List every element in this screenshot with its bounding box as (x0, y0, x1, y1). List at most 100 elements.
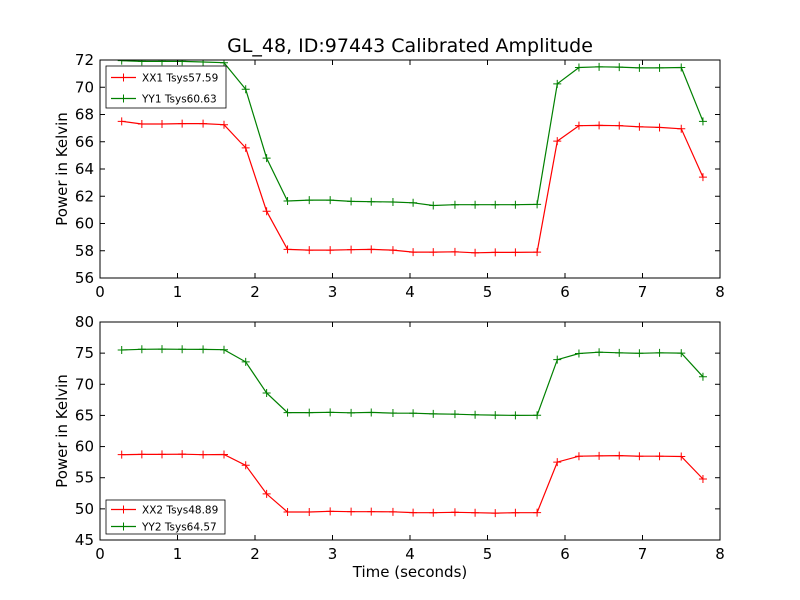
data-point-marker (533, 508, 542, 517)
data-point-marker (326, 246, 335, 255)
legend: XX2 Tsys48.89 YY2 Tsys64.57 (105, 499, 226, 535)
legend-swatch-marker (119, 94, 128, 103)
data-point-marker (117, 117, 126, 126)
data-point-marker (491, 509, 500, 518)
legend-box (105, 499, 226, 535)
data-point-marker (491, 248, 500, 257)
data-point-marker (117, 346, 126, 355)
data-point-marker (199, 345, 208, 354)
data-point-marker (655, 123, 664, 132)
data-point-marker (241, 357, 250, 366)
data-point-marker (615, 63, 624, 72)
data-point-marker (388, 507, 397, 516)
data-point-marker (262, 489, 271, 498)
x-tick-label: 8 (715, 545, 725, 563)
x-tick-label: 7 (638, 283, 648, 301)
x-tick-label: 2 (250, 545, 260, 563)
data-point-marker (305, 246, 314, 255)
data-point-marker (471, 410, 480, 419)
x-tick-label: 6 (560, 283, 570, 301)
data-point-marker (635, 349, 644, 358)
data-point-marker (347, 408, 356, 417)
data-point-marker (388, 197, 397, 206)
x-tick-label: 4 (405, 545, 415, 563)
data-point-marker (491, 411, 500, 420)
data-point-marker (241, 461, 250, 470)
data-point-marker (450, 247, 459, 256)
data-point-marker (429, 201, 438, 210)
data-point-marker (199, 60, 208, 67)
data-point-marker (388, 246, 397, 255)
data-point-marker (471, 248, 480, 257)
data-point-marker (655, 348, 664, 357)
data-point-marker (117, 60, 126, 65)
x-tick-label: 0 (95, 545, 105, 563)
data-point-marker (450, 508, 459, 517)
data-point-marker (595, 62, 604, 71)
data-point-marker (450, 410, 459, 419)
y-tick-label: 65 (75, 406, 94, 424)
plot-area (117, 60, 707, 257)
data-point-marker (677, 63, 686, 72)
data-point-marker (409, 248, 418, 257)
data-point-marker (178, 450, 187, 459)
data-point-marker (262, 207, 271, 216)
data-point-marker (158, 120, 166, 129)
data-point-marker (615, 121, 624, 130)
x-tick-label: 8 (715, 283, 725, 301)
legend-label: YY1 Tsys60.63 (141, 94, 217, 106)
data-point-marker (471, 200, 480, 209)
y-tick-label: 60 (75, 438, 94, 456)
legend-label: XX1 Tsys57.59 (142, 73, 218, 85)
data-point-marker (305, 507, 314, 516)
data-point-marker (553, 79, 562, 88)
data-point-marker (635, 122, 644, 131)
x-tick-label: 4 (405, 283, 415, 301)
data-point-marker (347, 245, 356, 254)
data-point-marker (511, 508, 520, 517)
data-point-marker (491, 200, 500, 209)
y-tick-label: 68 (75, 106, 94, 124)
data-point-marker (367, 507, 376, 516)
legend-label: XX2 Tsys48.89 (142, 505, 218, 517)
x-tick-label: 1 (173, 283, 183, 301)
data-point-marker (178, 119, 187, 128)
data-point-marker (178, 345, 187, 354)
data-point-marker (326, 196, 335, 205)
data-point-marker (305, 196, 314, 205)
plot-area (117, 345, 707, 518)
y-tick-label: 45 (75, 531, 94, 549)
data-point-marker (199, 450, 208, 459)
data-point-marker (367, 245, 376, 254)
data-point-marker (220, 450, 228, 459)
data-point-marker (137, 450, 146, 459)
data-point-marker (615, 348, 624, 357)
y-tick-label: 64 (75, 160, 94, 178)
data-point-marker (595, 121, 604, 130)
y-tick-label: 75 (75, 344, 94, 362)
data-point-marker (262, 154, 271, 163)
data-point-marker (635, 452, 644, 461)
data-point-marker (677, 452, 686, 461)
data-point-marker (677, 124, 686, 133)
x-tick-label: 0 (95, 283, 105, 301)
data-point-marker (367, 408, 376, 417)
data-point-marker (199, 119, 208, 128)
data-point-marker (326, 408, 335, 417)
data-point-marker (574, 63, 583, 72)
data-point-marker (429, 508, 438, 517)
data-point-marker (305, 408, 314, 417)
data-point-marker (367, 197, 376, 206)
data-point-marker (574, 349, 583, 358)
data-point-marker (283, 408, 292, 417)
data-point-marker (698, 173, 707, 182)
y-tick-label: 62 (75, 187, 94, 205)
figure-title: GL_48, ID:97443 Calibrated Amplitude (227, 35, 593, 57)
legend-box (105, 65, 227, 109)
data-point-marker (553, 458, 562, 467)
data-point-marker (595, 451, 604, 460)
